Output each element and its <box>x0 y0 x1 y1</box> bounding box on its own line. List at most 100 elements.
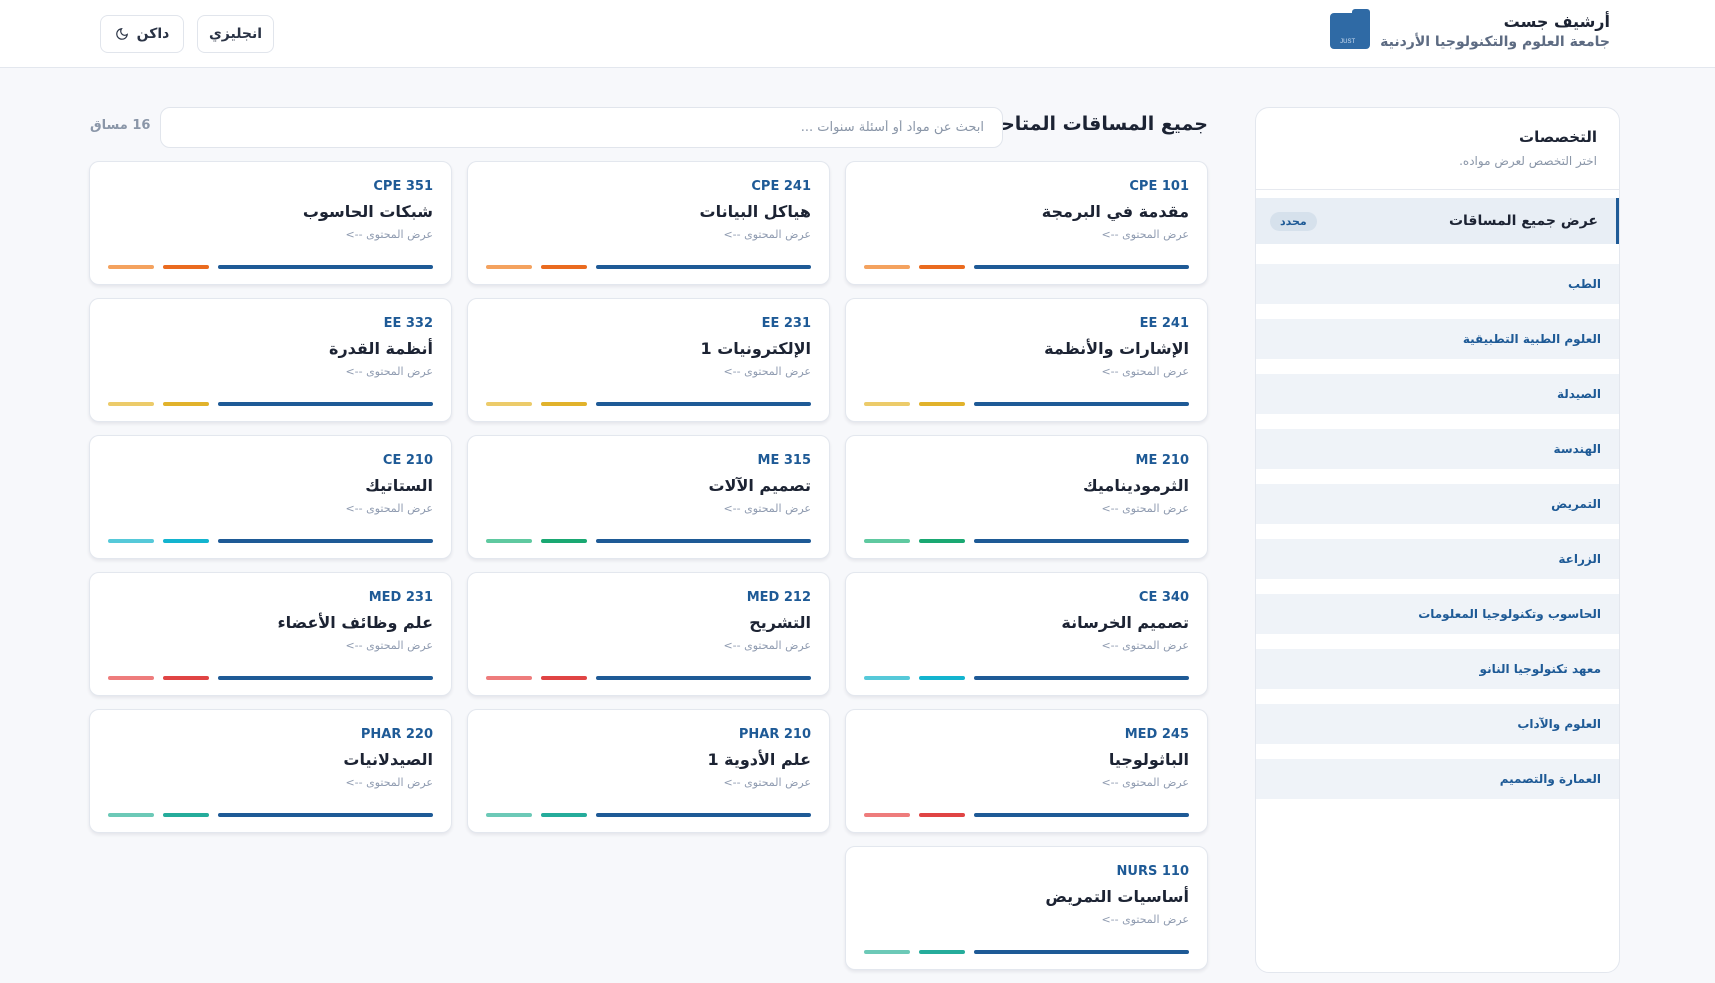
course-name: الإلكترونيات 1 <box>700 339 811 358</box>
accent-bar <box>541 265 587 269</box>
accent-bar <box>163 676 209 680</box>
primary-bar <box>974 676 1189 680</box>
sidebar-item[interactable]: الهندسة <box>1256 429 1619 469</box>
sidebar-item[interactable]: الحاسوب وتكنولوجيا المعلومات <box>1256 594 1619 634</box>
course-name: تصميم الآلات <box>708 476 811 495</box>
course-card[interactable]: PHAR 220 الصيدلانيات عرض المحتوى --> <box>89 709 452 833</box>
course-card[interactable]: ME 210 الثرموديناميك عرض المحتوى --> <box>845 435 1208 559</box>
course-card[interactable]: CPE 101 مقدمة في البرمجة عرض المحتوى --> <box>845 161 1208 285</box>
course-card[interactable]: EE 231 الإلكترونيات 1 عرض المحتوى --> <box>467 298 830 422</box>
view-content-link[interactable]: عرض المحتوى --> <box>1101 502 1189 515</box>
view-content-link[interactable]: عرض المحتوى --> <box>723 639 811 652</box>
course-card[interactable]: EE 241 الإشارات والأنظمة عرض المحتوى --> <box>845 298 1208 422</box>
course-count: 16 مساق <box>90 118 151 133</box>
view-content-link[interactable]: عرض المحتوى --> <box>1101 913 1189 926</box>
accent-bar <box>919 950 965 954</box>
color-bars <box>486 402 811 406</box>
view-content-link[interactable]: عرض المحتوى --> <box>723 776 811 789</box>
course-name: شبكات الحاسوب <box>302 202 433 221</box>
course-grid: CPE 101 مقدمة في البرمجة عرض المحتوى -->… <box>89 161 1208 970</box>
course-card[interactable]: MED 245 الباثولوجيا عرض المحتوى --> <box>845 709 1208 833</box>
course-card[interactable]: EE 332 أنظمة القدرة عرض المحتوى --> <box>89 298 452 422</box>
view-content-link[interactable]: عرض المحتوى --> <box>723 228 811 241</box>
theme-toggle-button[interactable]: داكن <box>100 15 184 53</box>
accent-bar <box>919 813 965 817</box>
accent-bar <box>919 676 965 680</box>
logo-text: JUST <box>1340 39 1356 45</box>
sidebar-item[interactable]: العلوم والآداب <box>1256 704 1619 744</box>
sidebar-item[interactable]: التمريض <box>1256 484 1619 524</box>
course-card[interactable]: CPE 351 شبكات الحاسوب عرض المحتوى --> <box>89 161 452 285</box>
view-content-link[interactable]: عرض المحتوى --> <box>345 365 433 378</box>
view-content-link[interactable]: عرض المحتوى --> <box>1101 776 1189 789</box>
sidebar-item[interactable]: العمارة والتصميم <box>1256 759 1619 799</box>
sidebar-item[interactable]: معهد تكنولوجيا النانو <box>1256 649 1619 689</box>
view-content-link[interactable]: عرض المحتوى --> <box>723 365 811 378</box>
view-content-link[interactable]: عرض المحتوى --> <box>345 639 433 652</box>
accent-bar-light <box>108 813 154 817</box>
course-name: التشريح <box>749 613 811 632</box>
view-content-link[interactable]: عرض المحتوى --> <box>345 776 433 789</box>
color-bars <box>486 265 811 269</box>
course-code: CE 210 <box>382 453 433 468</box>
accent-bar-light <box>864 813 910 817</box>
course-card[interactable]: NURS 110 أساسيات التمريض عرض المحتوى --> <box>845 846 1208 970</box>
course-card[interactable]: CE 340 تصميم الخرسانة عرض المحتوى --> <box>845 572 1208 696</box>
accent-bar <box>541 539 587 543</box>
accent-bar <box>919 539 965 543</box>
app-title: أرشيف جست <box>1503 12 1610 31</box>
sidebar-item[interactable]: الصيدلة <box>1256 374 1619 414</box>
view-content-link[interactable]: عرض المحتوى --> <box>723 502 811 515</box>
accent-bar-light <box>486 402 532 406</box>
course-code: NURS 110 <box>1116 864 1189 879</box>
sidebar-item[interactable]: الزراعة <box>1256 539 1619 579</box>
course-card[interactable]: CE 210 الستاتيك عرض المحتوى --> <box>89 435 452 559</box>
accent-bar-light <box>108 402 154 406</box>
sidebar-item-label: عرض جميع المساقات <box>1448 213 1598 229</box>
folder-logo-icon: JUST <box>1330 9 1371 49</box>
primary-bar <box>218 265 433 269</box>
brand-text: أرشيف جست جامعة العلوم والتكنولوجيا الأر… <box>1380 12 1610 50</box>
course-name: أنظمة القدرة <box>329 339 433 358</box>
specializations-sidebar: التخصصات اختر التخصص لعرض مواده. عرض جمي… <box>1255 107 1620 973</box>
accent-bar-light <box>864 402 910 406</box>
course-code: MED 231 <box>368 590 433 605</box>
view-content-link[interactable]: عرض المحتوى --> <box>345 502 433 515</box>
course-code: EE 241 <box>1139 316 1189 331</box>
course-name: تصميم الخرسانة <box>1061 613 1189 632</box>
course-card[interactable]: MED 212 التشريح عرض المحتوى --> <box>467 572 830 696</box>
color-bars <box>108 539 433 543</box>
search-input[interactable] <box>160 107 1003 148</box>
primary-bar <box>974 813 1189 817</box>
sidebar-item[interactable]: الطب <box>1256 264 1619 304</box>
accent-bar-light <box>108 539 154 543</box>
brand[interactable]: أرشيف جست جامعة العلوم والتكنولوجيا الأر… <box>1330 9 1610 50</box>
primary-bar <box>218 539 433 543</box>
course-card[interactable]: CPE 241 هياكل البيانات عرض المحتوى --> <box>467 161 830 285</box>
accent-bar <box>163 813 209 817</box>
sidebar-item[interactable]: العلوم الطبية التطبيقية <box>1256 319 1619 359</box>
language-toggle-button[interactable]: انجليزي <box>197 15 274 53</box>
course-code: PHAR 220 <box>360 727 433 742</box>
view-content-link[interactable]: عرض المحتوى --> <box>1101 365 1189 378</box>
page-title: جميع المساقات المتاحة <box>989 113 1208 135</box>
primary-bar <box>596 265 811 269</box>
primary-bar <box>596 813 811 817</box>
view-content-link[interactable]: عرض المحتوى --> <box>1101 228 1189 241</box>
accent-bar-light <box>486 265 532 269</box>
primary-bar <box>974 539 1189 543</box>
color-bars <box>108 265 433 269</box>
course-card[interactable]: MED 231 علم وظائف الأعضاء عرض المحتوى --… <box>89 572 452 696</box>
color-bars <box>108 676 433 680</box>
course-card[interactable]: PHAR 210 علم الأدوية 1 عرض المحتوى --> <box>467 709 830 833</box>
primary-bar <box>218 676 433 680</box>
sidebar-item-all-courses[interactable]: عرض جميع المساقات محدد <box>1256 198 1619 244</box>
course-card[interactable]: ME 315 تصميم الآلات عرض المحتوى --> <box>467 435 830 559</box>
course-name: أساسيات التمريض <box>1045 887 1189 906</box>
color-bars <box>486 676 811 680</box>
view-content-link[interactable]: عرض المحتوى --> <box>1101 639 1189 652</box>
view-content-link[interactable]: عرض المحتوى --> <box>345 228 433 241</box>
color-bars <box>864 265 1189 269</box>
sidebar-subtitle: اختر التخصص لعرض مواده. <box>1459 154 1597 168</box>
accent-bar <box>541 402 587 406</box>
